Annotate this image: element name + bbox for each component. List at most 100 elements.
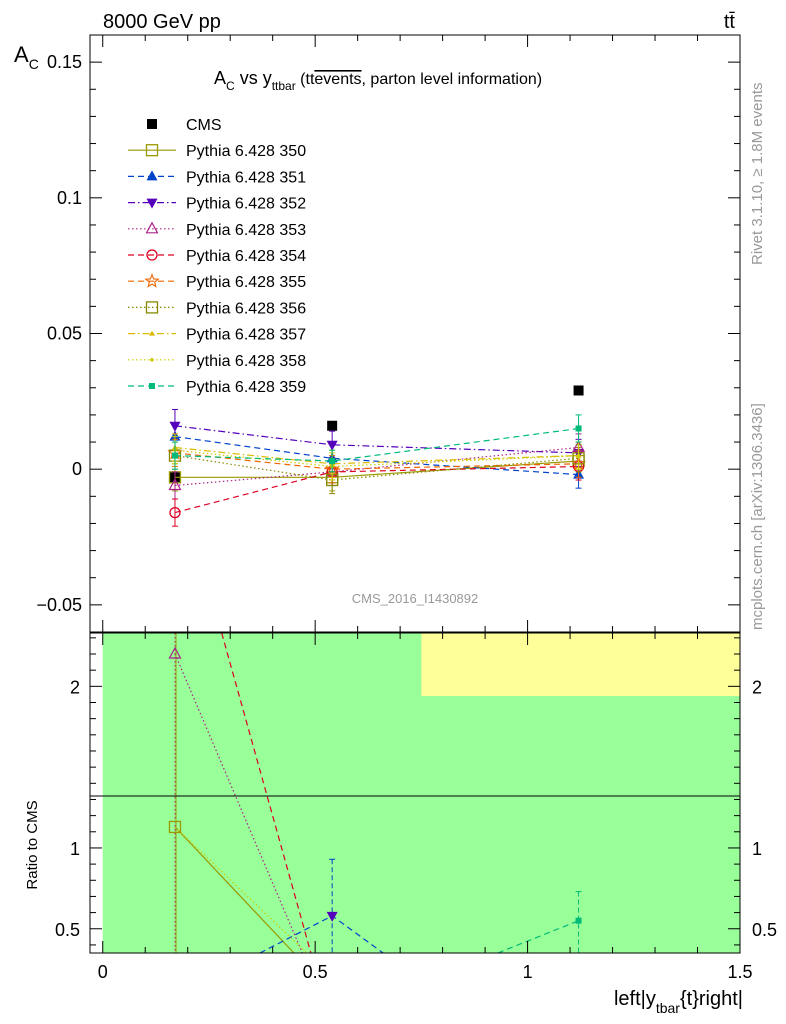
legend-entry-2: Pythia 6.428 351 [128, 169, 306, 186]
x-tick-label: 1.5 [727, 962, 752, 982]
legend-marker [146, 249, 158, 261]
legend-entry-10: Pythia 6.428 359 [128, 379, 306, 396]
ratio-line [174, 826, 295, 953]
ratio-tick-labels: 0.5 0.5 1 1 2 2 0 0.5 1 1.5 [55, 677, 777, 982]
ratio-marker [168, 820, 182, 834]
data-point [168, 478, 182, 491]
series-line [174, 436, 579, 476]
ratio-y-tick-label: 2 [70, 677, 80, 697]
series-line [174, 446, 579, 487]
ratio-series-layer [168, 633, 582, 953]
legend-entry-5: Pythia 6.428 354 [128, 248, 306, 265]
legend-label: Pythia 6.428 359 [186, 379, 306, 396]
legend-marker [147, 119, 157, 129]
x-tick-label: 0.5 [303, 962, 328, 982]
ratio-marker [326, 911, 338, 922]
x-tick-label: 0 [98, 962, 108, 982]
data-point [169, 506, 181, 519]
legend-label: Pythia 6.428 357 [186, 327, 306, 344]
ratio-y-tick-label: 0.5 [55, 920, 80, 940]
ratio-band-yellow [421, 633, 740, 697]
series-line [174, 452, 579, 470]
ratio-series-3 [221, 633, 312, 953]
series-10 [171, 414, 582, 473]
analysis-id: CMS_2016_I1430892 [352, 591, 479, 606]
legend-marker [149, 383, 155, 389]
legend-entry-1: Pythia 6.428 350 [128, 143, 306, 160]
main-panel: −0.05 0 0.05 0.1 0.15 AC AC vs yttbar (tteve… [14, 34, 741, 633]
ratio-plot-frame [89, 632, 741, 954]
ratio-series-0 [174, 826, 295, 953]
legend-entry-9: Pythia 6.428 358 [128, 353, 306, 370]
main-y-tick-label: 0.1 [57, 188, 82, 208]
legend: CMS Pythia 6.428 350 Pythia 6.428 351 Pythi… [128, 117, 306, 396]
main-y-tick-labels: −0.05 0 0.05 0.1 0.15 [36, 52, 82, 615]
legend-label: CMS [186, 117, 222, 134]
series-line [174, 455, 579, 481]
data-point [169, 421, 181, 432]
legend-marker [145, 144, 159, 157]
legend-marker [145, 221, 159, 234]
legend-marker [150, 358, 154, 362]
ratio-line [497, 920, 579, 953]
x-tick-label: 1 [523, 962, 533, 982]
ratio-y-axis-label: Ratio to CMS [24, 800, 41, 889]
energy-label: 8000 GeV pp [103, 11, 221, 33]
legend-label: Pythia 6.428 358 [186, 353, 306, 370]
legend-label: Pythia 6.428 353 [186, 222, 306, 239]
main-y-tick-label: −0.05 [36, 595, 82, 615]
main-plot-title: AC vs yttbar (ttevents, parton level inf… [214, 68, 542, 93]
legend-label: Pythia 6.428 350 [186, 143, 306, 160]
series-line [174, 427, 579, 462]
ratio-marker [168, 646, 182, 659]
series-line [175, 460, 579, 478]
legend-marker [146, 170, 158, 181]
ratio-y-tick-label: 1 [70, 839, 80, 859]
series-line [174, 449, 579, 468]
legend-entry-6: Pythia 6.428 355 [128, 273, 306, 291]
ratio-marker [575, 917, 582, 924]
series-9 [171, 436, 582, 481]
series-1 [168, 446, 585, 492]
data-point [576, 453, 581, 458]
process-label: tt̄ [724, 11, 736, 33]
legend-entry-7: Pythia 6.428 356 [128, 300, 306, 317]
x-axis-label: left|ytbar{t}right| [614, 988, 743, 1016]
legend-marker [145, 301, 159, 314]
legend-label: Pythia 6.428 355 [186, 274, 306, 291]
main-y-axis-label: AC [14, 42, 39, 72]
series-3 [169, 408, 585, 467]
data-point [326, 440, 338, 451]
legend-marker [144, 273, 160, 288]
series-line [174, 425, 579, 454]
data-point [329, 458, 336, 465]
main-y-tick-label: 0.15 [47, 52, 82, 72]
ratio-axis-ticks [90, 633, 741, 953]
ratio-y-tick-label-right: 1 [752, 839, 762, 859]
rivet-label: Rivet 3.1.10, ≥ 1.8M events [749, 83, 766, 266]
source-label: mcplots.cern.ch [arXiv:1306.3436] [749, 403, 766, 630]
ratio-bands [102, 633, 740, 953]
legend-marker [149, 330, 155, 336]
legend-entry-8: Pythia 6.428 357 [128, 327, 306, 344]
legend-entry-3: Pythia 6.428 352 [128, 196, 306, 213]
series-4 [168, 433, 586, 500]
main-y-tick-label: 0 [72, 459, 82, 479]
series-line [174, 446, 579, 465]
data-point [573, 385, 584, 396]
series-line [174, 465, 579, 514]
main-series-layer [167, 385, 587, 527]
ratio-y-tick-label-right: 2 [752, 677, 762, 697]
ratio-y-tick-label-right: 0.5 [752, 920, 777, 940]
legend-label: Pythia 6.428 352 [186, 196, 306, 213]
ratio-series-5 [497, 920, 579, 953]
main-axis-ticks [90, 34, 741, 633]
data-point [171, 452, 178, 459]
legend-marker [146, 198, 158, 209]
data-point [327, 420, 338, 431]
data-point [575, 425, 582, 432]
main-y-tick-label: 0.05 [47, 324, 82, 344]
ratio-line [221, 633, 312, 953]
legend-entry-0: CMS [147, 117, 222, 134]
legend-label: Pythia 6.428 354 [186, 248, 306, 265]
